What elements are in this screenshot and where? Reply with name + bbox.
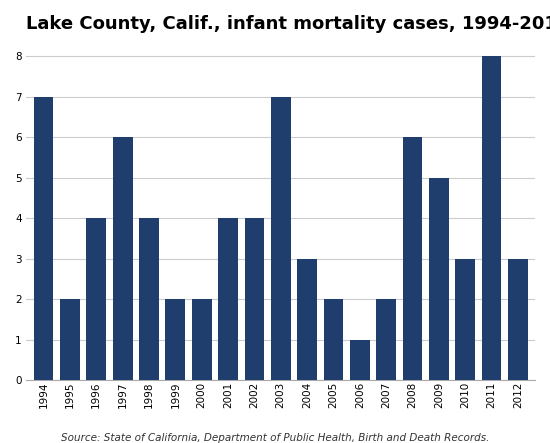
Text: Lake County, Calif., infant mortality cases, 1994-2012: Lake County, Calif., infant mortality ca… — [26, 15, 550, 33]
Bar — [508, 259, 528, 380]
Bar — [113, 137, 133, 380]
Bar — [350, 340, 370, 380]
Bar — [86, 218, 106, 380]
Bar — [482, 56, 502, 380]
Bar — [60, 299, 80, 380]
Bar — [271, 97, 290, 380]
Bar — [192, 299, 212, 380]
Bar — [34, 97, 53, 380]
Bar — [455, 259, 475, 380]
Bar — [166, 299, 185, 380]
Bar — [376, 299, 396, 380]
Bar — [218, 218, 238, 380]
Bar — [139, 218, 159, 380]
Bar — [323, 299, 343, 380]
Bar — [403, 137, 422, 380]
Text: Source: State of California, Department of Public Health, Birth and Death Record: Source: State of California, Department … — [61, 433, 489, 443]
Bar — [245, 218, 265, 380]
Bar — [297, 259, 317, 380]
Bar — [429, 178, 449, 380]
